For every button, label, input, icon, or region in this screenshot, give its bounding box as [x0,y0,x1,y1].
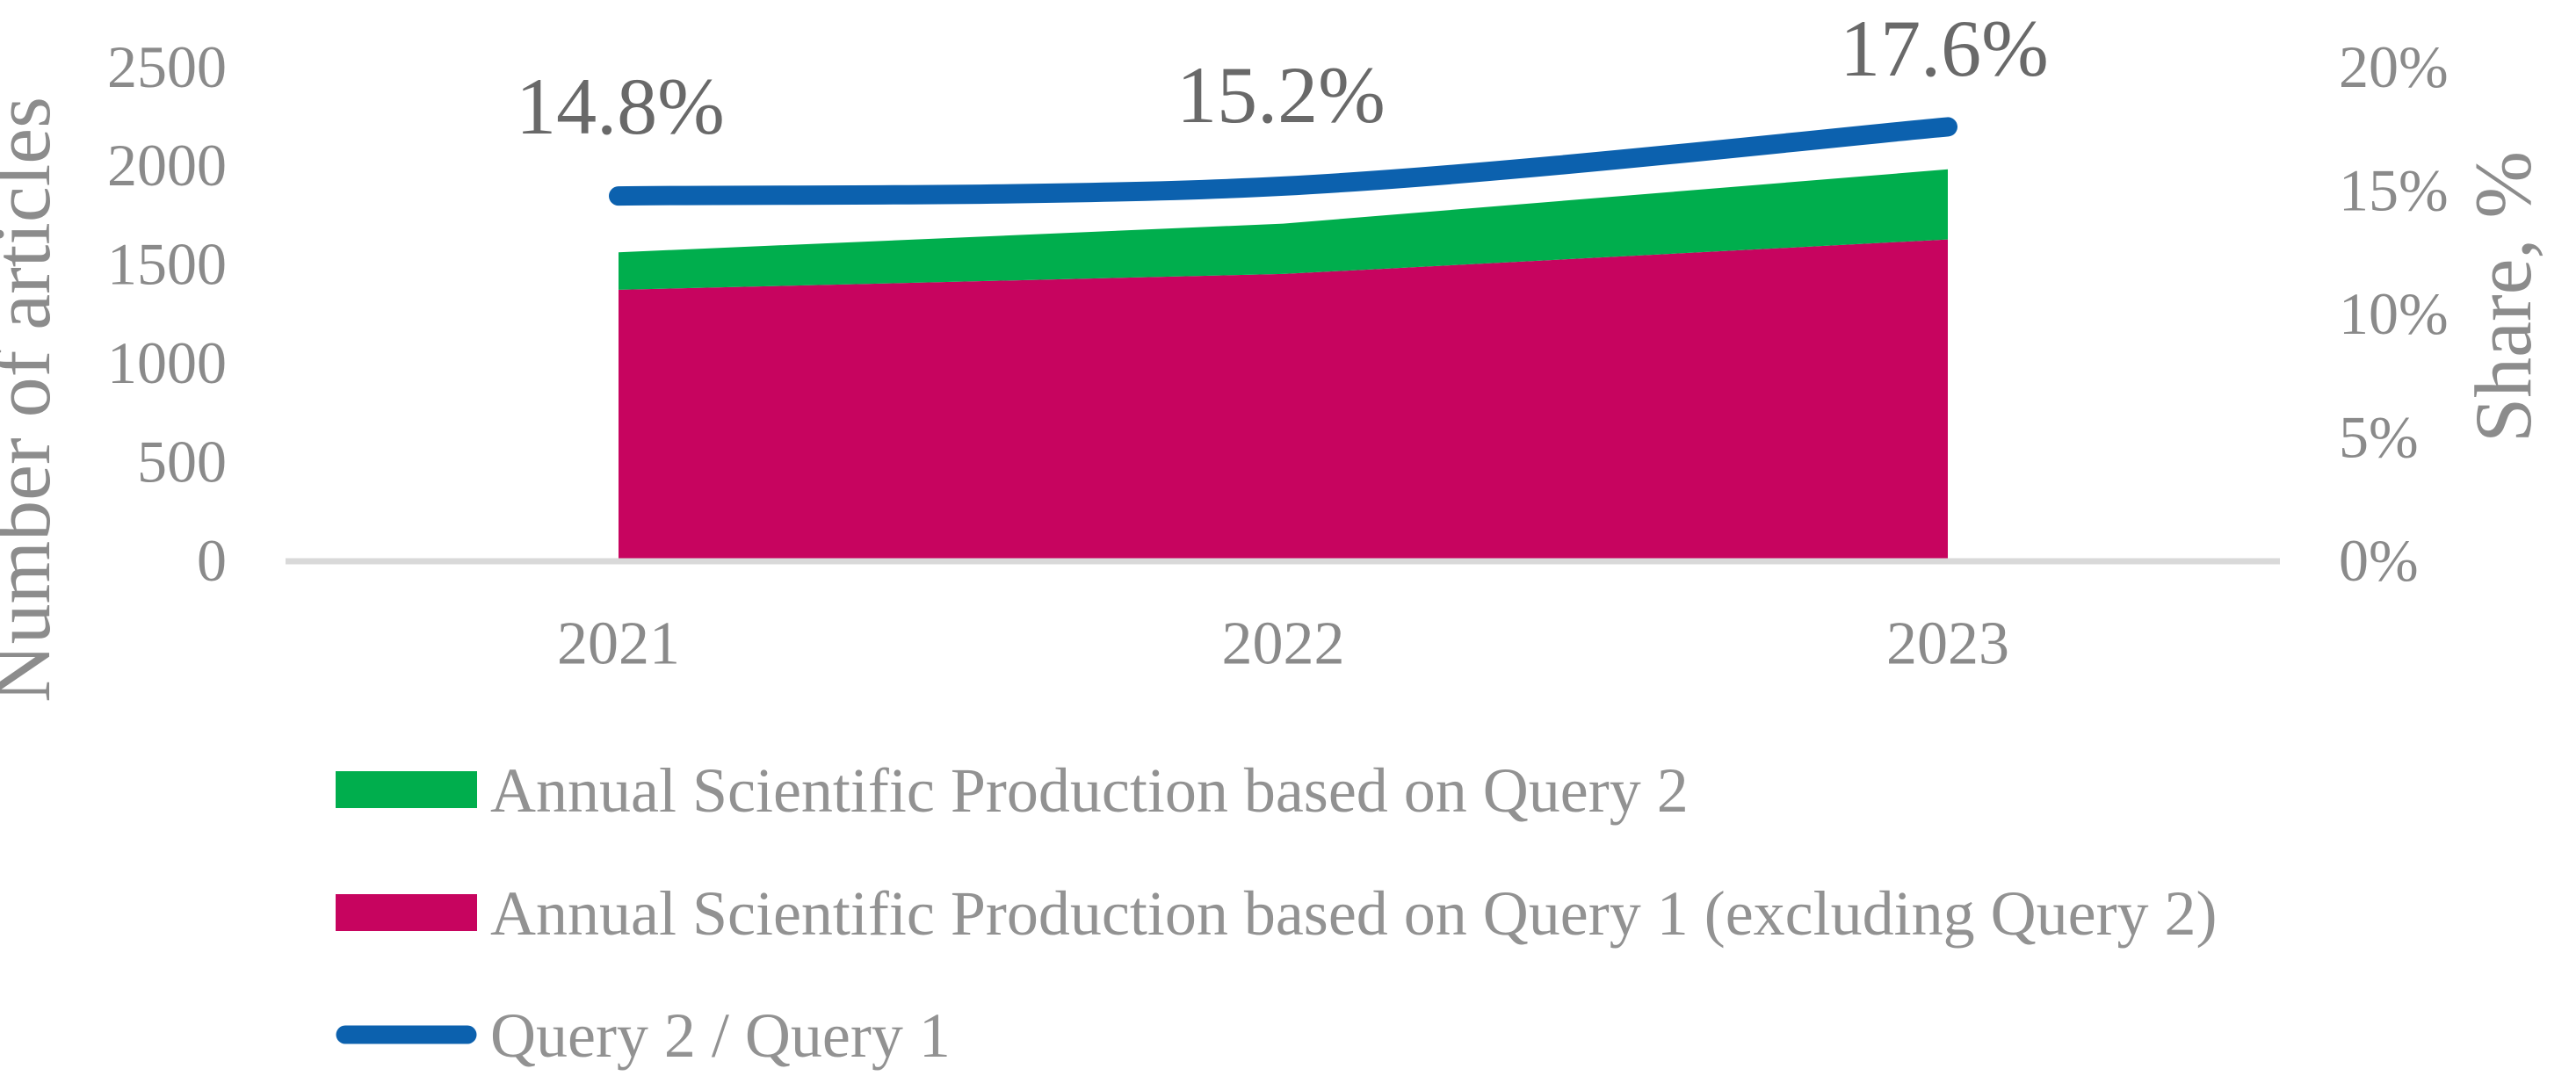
legend: Annual Scientific Production based on Qu… [336,755,2218,1071]
legend-item-0: Annual Scientific Production based on Qu… [336,755,1689,826]
legend-swatch-rect [336,894,477,931]
legend-label: Annual Scientific Production based on Qu… [490,755,1689,826]
legend-item-1: Annual Scientific Production based on Qu… [336,878,2218,949]
y-right-tick-label: 10% [2339,280,2449,347]
y-right-tick-label: 15% [2339,156,2449,223]
y-right-tick-label: 20% [2339,33,2449,100]
x-axis-category-labels: 2021 2022 2023 [557,610,2009,678]
legend-label: Query 2 / Query 1 [490,1000,951,1071]
y-axis-left-title: Number of articles [0,97,67,703]
x-axis-label-2023: 2023 [1886,610,2009,678]
y-axis-left-tick-labels: 0 500 1000 1500 2000 2500 [107,33,227,594]
area-series-query2 [619,169,1948,290]
y-right-tick-label: 0% [2339,527,2419,594]
line-data-labels: 14.8% 15.2% 17.6% [516,4,2049,151]
y-axis-right-title: Share, % [2458,151,2548,443]
y-axis-right-tick-labels: 0% 5% 10% 15% 20% [2339,33,2449,594]
data-label-2022: 15.2% [1176,50,1386,140]
y-left-tick-label: 0 [197,527,227,594]
y-left-tick-label: 2500 [107,33,227,100]
data-label-2023: 17.6% [1840,4,2049,93]
x-axis-label-2022: 2022 [1222,610,1345,678]
y-left-tick-label: 1500 [107,231,227,298]
y-right-tick-label: 5% [2339,403,2419,470]
line-series-query2-over-query1 [609,117,1957,206]
legend-swatch-rect [336,771,477,808]
legend-label: Annual Scientific Production based on Qu… [490,878,2218,949]
x-axis-label-2021: 2021 [557,610,680,678]
legend-item-2: Query 2 / Query 1 [336,1000,951,1071]
y-left-tick-label: 2000 [107,132,227,199]
data-label-2021: 14.8% [516,61,725,151]
plot-area [286,117,2280,565]
area-series-query1-excluding-query2 [619,239,1948,561]
y-left-tick-label: 500 [137,428,227,495]
y-left-tick-label: 1000 [107,329,227,396]
